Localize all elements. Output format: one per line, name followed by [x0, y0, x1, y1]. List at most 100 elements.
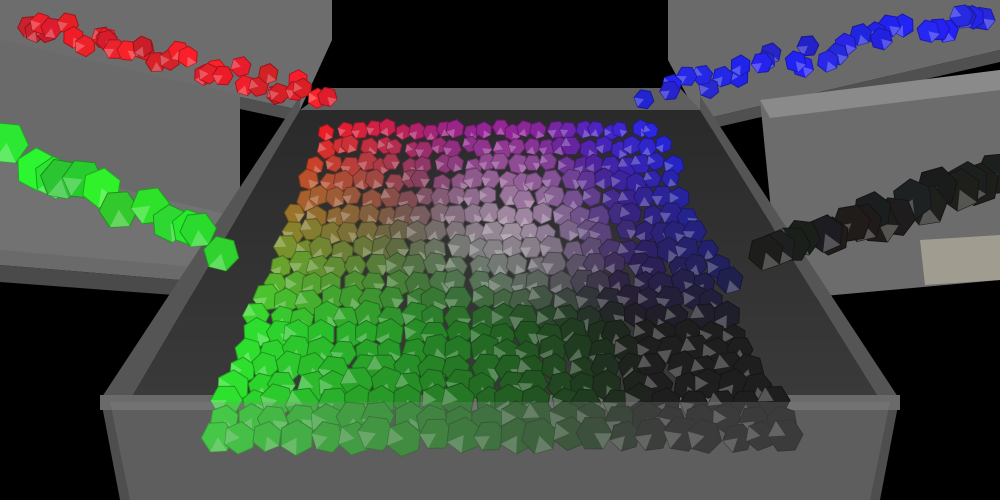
particle-facet: [396, 131, 404, 140]
particle-facet: [499, 177, 509, 188]
particle-facet: [372, 179, 383, 189]
particle-facet: [482, 148, 492, 158]
particle-facet: [493, 141, 503, 151]
particle-facet: [408, 131, 418, 140]
particle-facet: [380, 166, 389, 175]
particle-facet: [351, 130, 360, 139]
particle-facet: [712, 76, 723, 87]
particle-facet: [541, 179, 552, 189]
particle-facet: [643, 215, 653, 226]
particle-facet: [667, 178, 677, 187]
particle-facet: [391, 161, 400, 170]
particle-facet: [320, 181, 331, 191]
particle-facet: [294, 291, 309, 305]
particle-facet: [269, 90, 279, 101]
particle-facet: [419, 433, 437, 449]
particle-facet: [272, 420, 288, 435]
particle-facet: [306, 258, 320, 272]
particle-facet: [536, 130, 545, 139]
particle-facet: [441, 129, 449, 137]
particle-facet: [641, 147, 652, 156]
particle-facet: [617, 191, 629, 201]
particle-facet: [595, 178, 605, 190]
particle-facet: [508, 144, 517, 153]
particle-facet: [373, 283, 385, 294]
particle-facet: [435, 263, 447, 275]
particle-facet: [762, 252, 780, 271]
particle-facet: [626, 229, 637, 240]
particle-facet: [690, 358, 704, 372]
particle-facet: [795, 61, 806, 73]
particle-facet: [713, 409, 727, 425]
particle-facet: [405, 144, 413, 152]
particle-facet: [325, 160, 334, 170]
particle-facet: [386, 275, 399, 290]
particle-facet: [675, 245, 688, 258]
particle-facet: [47, 179, 69, 199]
particle-facet: [845, 44, 857, 56]
particle-facet: [444, 257, 457, 269]
particle-facet: [402, 265, 415, 277]
particle-field: [0, 4, 1000, 458]
particle-facet: [357, 430, 376, 448]
particle-facet: [401, 171, 411, 181]
particle-facet: [426, 132, 436, 140]
particle-facet: [416, 194, 426, 204]
particle-facet: [491, 310, 504, 325]
particle-facet: [549, 411, 566, 429]
particle-facet: [323, 266, 336, 278]
particle-facet: [689, 305, 705, 319]
particle-facet: [602, 193, 612, 204]
particle-facet: [707, 261, 719, 274]
particle-facet: [473, 436, 490, 451]
particle-facet: [444, 215, 456, 227]
particle-facet: [109, 209, 130, 228]
particle-facet: [75, 41, 86, 53]
particle-facet: [659, 212, 672, 223]
particle-facet: [509, 316, 524, 330]
particle-facet: [478, 161, 488, 171]
particle-facet: [338, 145, 347, 154]
particle-facet: [553, 294, 567, 309]
particle-facet: [380, 127, 389, 137]
particle-facet: [625, 392, 641, 410]
particle-facet: [539, 244, 552, 257]
particle-facet: [619, 129, 628, 138]
particle-facet: [230, 59, 241, 70]
particle-facet: [757, 387, 774, 402]
particle-facet: [130, 205, 151, 224]
particle-facet: [435, 160, 445, 170]
particle-facet: [559, 129, 569, 138]
particle-facet: [714, 315, 727, 330]
particle-facet: [616, 242, 629, 255]
particle-facet: [490, 161, 500, 170]
particle-facet: [604, 263, 615, 275]
particle-facet: [377, 139, 386, 149]
particle-facet: [647, 155, 656, 165]
particle-facet: [526, 146, 535, 155]
particle-facet: [212, 75, 223, 85]
particle-facet: [553, 423, 570, 440]
particle-facet: [523, 200, 535, 211]
particle-facet: [470, 329, 482, 343]
particle-facet: [472, 290, 484, 303]
particle-facet: [237, 85, 248, 96]
particle-facet: [210, 400, 227, 415]
particle-facet: [655, 297, 670, 311]
particle-facet: [324, 132, 333, 141]
particle-facet: [746, 426, 761, 442]
particle-facet: [333, 196, 344, 208]
particle-facet: [366, 127, 375, 136]
particle-facet: [283, 325, 297, 341]
particle-facet: [483, 212, 494, 223]
particle-facet: [151, 62, 162, 72]
particle-facet: [634, 434, 652, 451]
particle-facet: [623, 145, 632, 155]
particle-facet: [186, 56, 197, 67]
particle-facet: [391, 298, 404, 310]
particle-facet: [340, 211, 351, 222]
particle-facet: [357, 161, 368, 171]
particle-facet: [444, 299, 459, 312]
particle-facet: [675, 232, 687, 245]
